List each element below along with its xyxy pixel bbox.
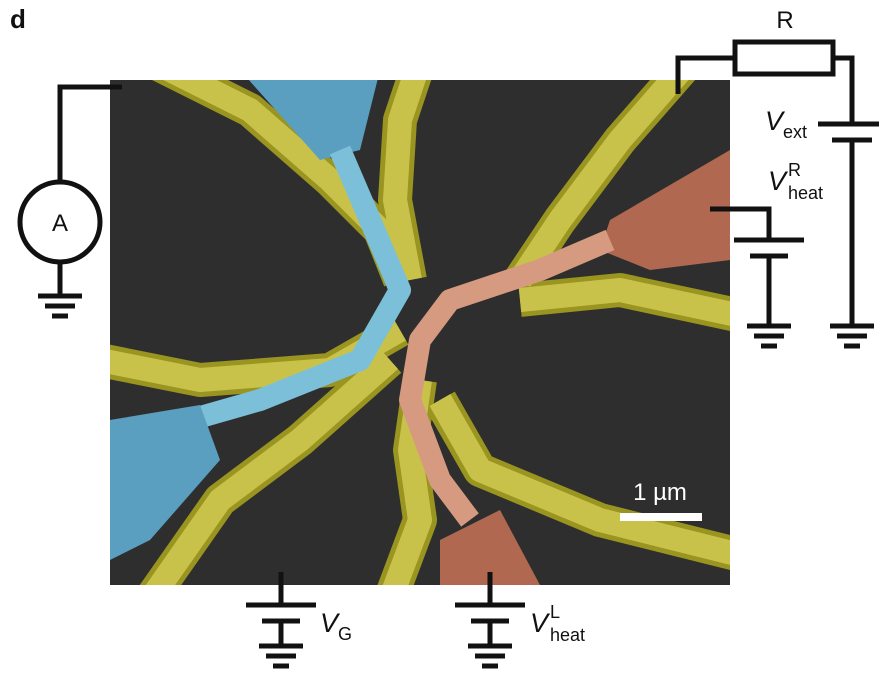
v-ext-label: Vext [765,106,807,142]
scale-bar-label: 1 µm [633,479,687,506]
label-part: R [788,160,801,180]
gate-circuits [246,572,525,666]
label-part: G [338,624,352,644]
panel-label: d [10,4,26,34]
resistor-label: R [776,7,793,34]
figure: 1 µm d A R Vext VRheat VG VLheat [0,0,879,677]
label-part: heat [550,625,585,645]
label-part: V [768,166,789,196]
ammeter-circuit [20,87,122,316]
sem-image: 1 µm [100,60,760,600]
label-part: V [530,608,551,638]
label-part: heat [788,183,823,203]
ammeter-label: A [52,210,68,237]
label-part: L [550,602,560,622]
scale-bar [620,513,702,521]
label-part: ext [783,122,807,142]
v-gate-label: VG [320,608,352,644]
